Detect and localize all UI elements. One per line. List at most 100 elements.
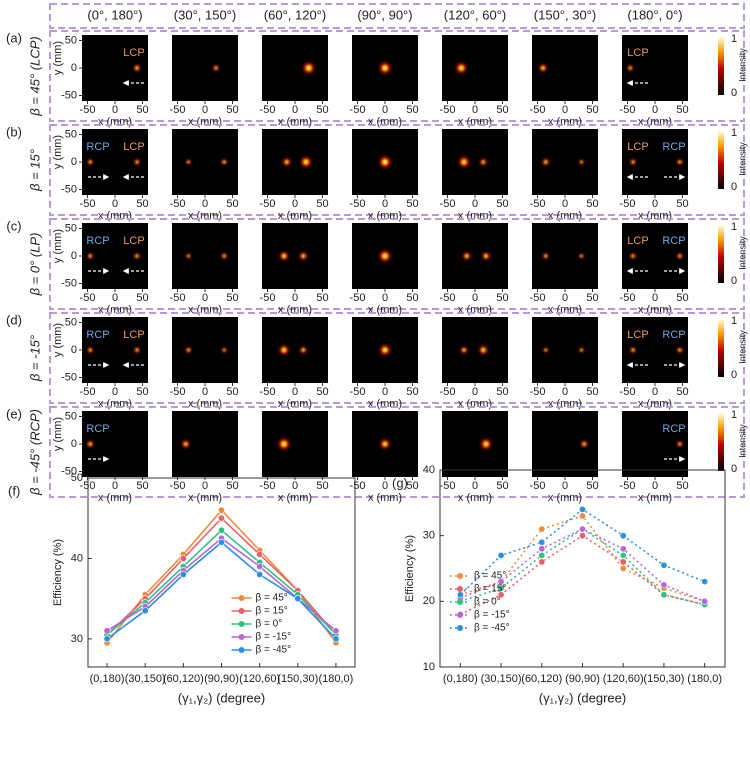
data-point [578, 505, 586, 513]
data-point [538, 551, 546, 559]
y-tick-label: 30 [71, 633, 83, 645]
polarization-label: LCP [627, 329, 648, 341]
heatmap-spot [280, 156, 293, 168]
data-point [103, 627, 111, 635]
heatmap-spot [577, 157, 586, 167]
row-label: (e) [6, 406, 22, 421]
x-tick-label: -50 [80, 198, 96, 210]
x-tick-label: 0 [652, 198, 658, 210]
x-tick-label: 50 [136, 480, 148, 492]
x-tick-label: (150,30) [277, 673, 318, 685]
legend-label: β = 0° [256, 619, 283, 630]
x-tick-label: 50 [226, 292, 238, 304]
x-tick-label: 50 [406, 292, 418, 304]
x-tick-label: 0 [202, 104, 208, 116]
x-tick-label: 50 [586, 386, 598, 398]
x-tick-label: -50 [530, 198, 546, 210]
data-point [332, 627, 340, 635]
polarization-label: RCP [662, 141, 685, 153]
x-tick-label: 0 [562, 292, 568, 304]
x-tick-label: 50 [406, 198, 418, 210]
x-tick-label: -50 [170, 198, 186, 210]
y-tick-label: 50 [71, 472, 83, 484]
x-tick-label: (180,0) [318, 673, 353, 685]
colorbar [718, 413, 724, 471]
heatmap [442, 35, 508, 101]
colorbar-tick-label: 1 [731, 33, 737, 45]
heatmap-spot [478, 436, 494, 452]
x-tick-label: 50 [496, 104, 508, 116]
x-axis-label: x (mm) [548, 116, 582, 128]
x-axis-label: x (mm) [458, 116, 492, 128]
x-axis-label: x (mm) [278, 492, 312, 504]
x-axis-label: x (mm) [188, 398, 222, 410]
column-header: (180°, 0°) [627, 7, 682, 22]
x-tick-label: 0 [292, 292, 298, 304]
x-tick-label: -50 [620, 386, 636, 398]
beta-label: β = 45° (LCP) [27, 36, 42, 116]
x-tick-label: 50 [496, 480, 508, 492]
polarization-label: RCP [662, 235, 685, 247]
x-axis-label: x (mm) [188, 304, 222, 316]
x-tick-label: 0 [562, 198, 568, 210]
x-tick-label: -50 [350, 386, 366, 398]
heatmap-spot [537, 62, 549, 74]
x-axis-label: x (mm) [458, 210, 492, 222]
x-tick-label: -50 [350, 480, 366, 492]
x-tick-label: -50 [440, 104, 456, 116]
row-label: (b) [6, 124, 22, 139]
x-axis-label: (γ₁,γ₂) (degree) [539, 690, 626, 705]
x-tick-label: -50 [440, 386, 456, 398]
colorbar-tick-label: 1 [731, 409, 737, 421]
x-axis-label: x (mm) [548, 398, 582, 410]
header-box [49, 3, 745, 29]
heatmap-spot [577, 251, 586, 261]
x-axis-label: x (mm) [458, 304, 492, 316]
heatmap-spot [132, 345, 142, 355]
column-header: (60°, 120°) [264, 7, 326, 22]
legend-label: β = 15° [256, 606, 288, 617]
x-tick-label: 50 [226, 386, 238, 398]
x-tick-label: 0 [472, 292, 478, 304]
x-tick-label: -50 [440, 198, 456, 210]
heatmap [262, 35, 328, 101]
column-header: (30°, 150°) [174, 7, 236, 22]
x-tick-label: 50 [316, 198, 328, 210]
row-box [49, 406, 745, 498]
x-axis-label: x (mm) [548, 492, 582, 504]
heatmap-spot [674, 345, 685, 355]
x-tick-label: -50 [350, 104, 366, 116]
x-tick-label: 0 [652, 386, 658, 398]
x-tick-label: -50 [530, 292, 546, 304]
heatmap-spot [540, 251, 551, 261]
beta-label: β = -45° (RCP) [27, 409, 42, 496]
x-axis-label: x (mm) [188, 492, 222, 504]
y-axis-label: y (mm) [52, 417, 64, 451]
colorbar-label: Intensity [737, 142, 747, 176]
row-box [49, 30, 745, 122]
x-axis-label: x (mm) [548, 304, 582, 316]
data-point [179, 554, 187, 562]
data-point [179, 571, 187, 579]
row-label: (c) [6, 218, 21, 233]
x-tick-label: 50 [586, 292, 598, 304]
polarization-label: RCP [86, 141, 109, 153]
x-tick-label: 0 [112, 292, 118, 304]
x-tick-label: 0 [652, 292, 658, 304]
x-tick-label: -50 [170, 480, 186, 492]
x-axis-label: x (mm) [638, 304, 672, 316]
heatmap-spot [541, 345, 551, 355]
column-header: (150°, 30°) [534, 7, 596, 22]
heatmap-spot [540, 156, 552, 168]
heatmap-spot [377, 248, 393, 264]
x-tick-label: -50 [620, 292, 636, 304]
y-axis-label: y (mm) [52, 229, 64, 263]
y-tick-label: 30 [423, 530, 435, 542]
data-point [701, 578, 709, 586]
x-axis-label: x (mm) [188, 210, 222, 222]
colorbar-tick-label: 0 [731, 369, 737, 381]
heatmap [442, 129, 508, 195]
x-tick-label: 0 [382, 198, 388, 210]
x-tick-label: 0 [472, 104, 478, 116]
y-tick-label: 10 [423, 661, 435, 673]
